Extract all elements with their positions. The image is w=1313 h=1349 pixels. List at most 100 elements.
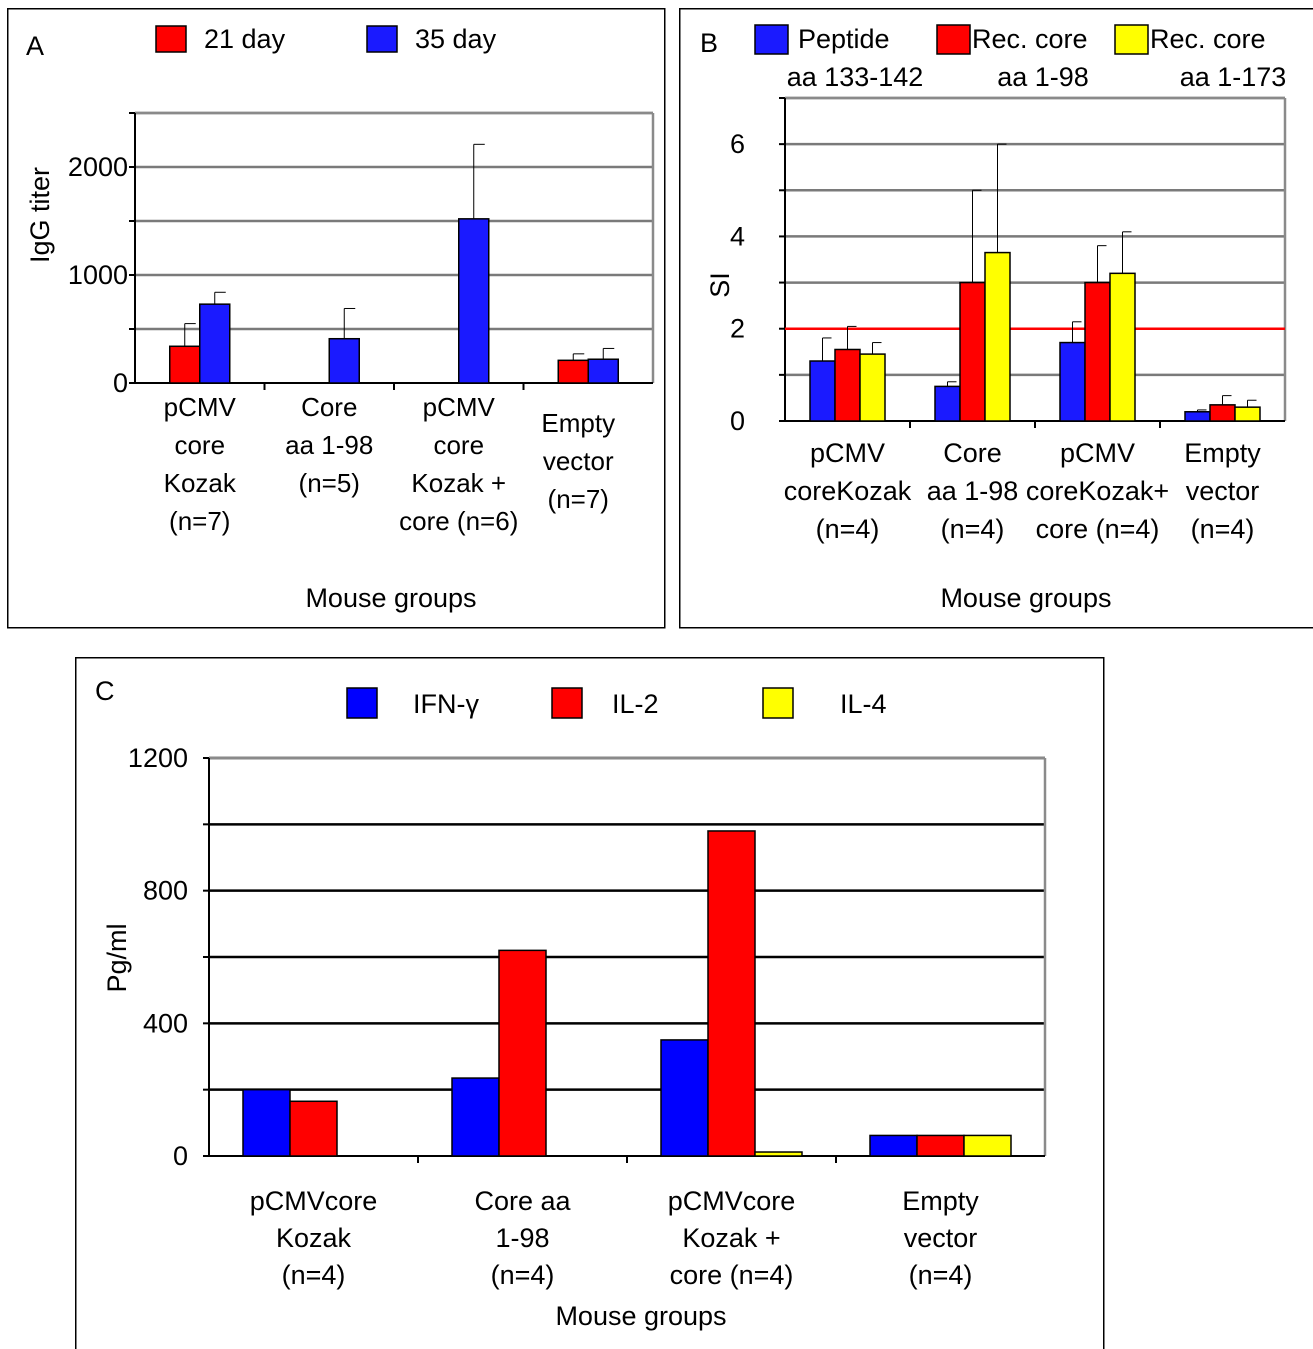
bar	[984, 251, 1011, 422]
bar	[587, 358, 619, 384]
bar	[1084, 281, 1111, 422]
panel-frame	[679, 8, 1313, 629]
x-tick-label: Core	[301, 392, 357, 422]
x-tick-label: vector	[1186, 476, 1260, 506]
bar	[707, 830, 756, 1157]
panel-label: B	[700, 28, 718, 58]
x-tick-label: (n=7)	[548, 484, 609, 514]
x-tick-label: coreKozak+	[1026, 476, 1169, 506]
panel-label: C	[95, 676, 115, 706]
legend-label: aa 1-173	[1180, 62, 1287, 92]
legend-label: IFN-γ	[413, 689, 479, 719]
panel-label: A	[26, 31, 44, 61]
bar	[1109, 272, 1136, 422]
x-tick-label: 1-98	[495, 1223, 549, 1253]
chart-panel-a: A 0 1000 2000 IgG titer pCMV core Kozak (n=7) Cor…	[7, 8, 666, 629]
x-tick-label: Empty	[541, 408, 615, 438]
y-axis-label: Pg/ml	[102, 923, 132, 992]
x-tick-label: vector	[543, 446, 614, 476]
x-tick-label: (n=4)	[1191, 514, 1255, 544]
x-tick-label: pCMVcore	[250, 1186, 378, 1216]
y-tick-label: 4	[730, 221, 745, 251]
bar	[1184, 411, 1211, 422]
x-axis-label: Mouse groups	[305, 583, 476, 613]
x-tick-label: (n=4)	[491, 1260, 555, 1290]
y-tick-label: 1000	[68, 260, 128, 290]
y-tick-label: 0	[730, 406, 745, 436]
legend-swatch	[754, 24, 789, 55]
legend-label: aa 1-98	[997, 62, 1089, 92]
bar	[1059, 341, 1086, 422]
x-tick-label: (n=4)	[282, 1260, 346, 1290]
bar	[959, 281, 986, 422]
y-axis-label: IgG titer	[25, 167, 55, 263]
legend-label: IL-2	[612, 689, 659, 719]
x-tick-label: Kozak	[276, 1223, 352, 1253]
x-tick-label: (n=5)	[299, 468, 360, 498]
x-tick-label: (n=4)	[816, 514, 880, 544]
bar	[869, 1134, 918, 1157]
bar	[859, 353, 886, 422]
x-tick-label: Empty	[902, 1186, 979, 1216]
bar	[458, 218, 490, 384]
legend-swatch	[936, 24, 971, 55]
x-tick-label: Core aa	[474, 1186, 571, 1216]
legend-label: 21 day	[204, 24, 286, 54]
x-tick-label: aa 1-98	[285, 430, 373, 460]
legend-swatch	[155, 25, 187, 53]
legend-swatch	[1114, 24, 1149, 55]
x-tick-label: (n=4)	[909, 1260, 973, 1290]
bar	[328, 337, 360, 384]
y-tick-label: 800	[143, 876, 188, 906]
y-tick-label: 2000	[68, 152, 128, 182]
bar	[451, 1077, 500, 1157]
y-axis-label: SI	[705, 272, 735, 298]
bar	[963, 1134, 1012, 1157]
legend-label: Rec. core	[1150, 24, 1266, 54]
x-tick-label: core (n=6)	[399, 506, 518, 536]
bar	[934, 385, 961, 422]
bar	[754, 1151, 803, 1157]
x-tick-label: pCMV	[164, 392, 237, 422]
x-tick-label: (n=4)	[941, 514, 1005, 544]
x-axis-label: Mouse groups	[940, 583, 1111, 613]
bar	[242, 1088, 291, 1157]
y-tick-label: 1200	[128, 743, 188, 773]
y-tick-label: 0	[113, 368, 128, 398]
legend-label: Peptide	[798, 24, 890, 54]
y-tick-label: 6	[730, 129, 745, 159]
x-tick-label: vector	[904, 1223, 978, 1253]
y-tick-label: 2	[730, 314, 745, 344]
x-tick-label: core	[433, 430, 484, 460]
chart-panel-b: B 0 2 4 6 SI pCMV coreKozak (n=4) Core aa 1-98 (n=4…	[679, 8, 1313, 629]
legend-label: Rec. core	[972, 24, 1088, 54]
x-tick-label: pCMVcore	[668, 1186, 796, 1216]
x-tick-label: Kozak +	[411, 468, 506, 498]
legend-label: aa 133-142	[787, 62, 924, 92]
legend-label: IL-4	[840, 689, 887, 719]
bar	[498, 949, 547, 1157]
x-tick-label: Core	[943, 438, 1002, 468]
panel-frame	[75, 657, 1105, 1349]
x-tick-label: Kozak +	[682, 1223, 780, 1253]
x-tick-label: pCMV	[423, 392, 496, 422]
panel-frame	[7, 8, 666, 629]
y-tick-label: 400	[143, 1008, 188, 1038]
legend-swatch	[366, 25, 398, 53]
bar	[289, 1100, 338, 1157]
x-tick-label: Kozak	[164, 468, 237, 498]
x-tick-label: pCMV	[810, 438, 885, 468]
legend-swatch	[551, 687, 583, 719]
bar	[199, 303, 231, 384]
x-tick-label: core (n=4)	[1036, 514, 1160, 544]
x-tick-label: Empty	[1184, 438, 1261, 468]
y-tick-label: 0	[173, 1141, 188, 1171]
legend-label: 35 day	[415, 24, 497, 54]
bar	[916, 1134, 965, 1157]
legend-swatch	[346, 687, 378, 719]
x-tick-label: coreKozak	[784, 476, 912, 506]
bar	[834, 348, 861, 422]
x-axis-label: Mouse groups	[555, 1301, 726, 1331]
x-tick-label: aa 1-98	[927, 476, 1019, 506]
